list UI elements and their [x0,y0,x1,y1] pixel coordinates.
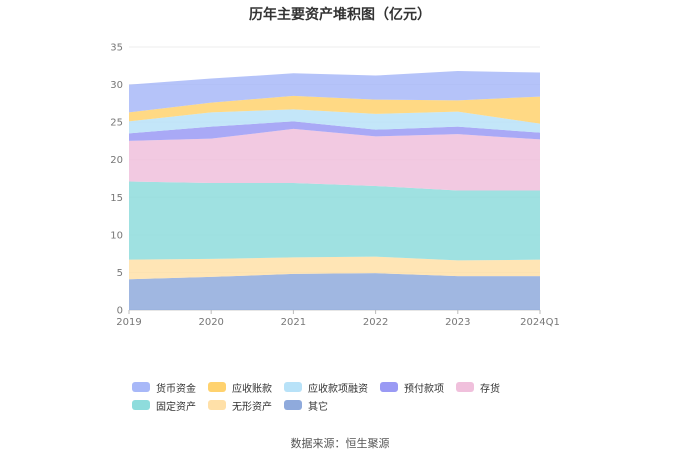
area-其它[interactable] [129,273,540,310]
legend-label: 存货 [480,383,500,395]
legend-swatch [132,382,150,392]
y-tick-label: 20 [110,155,123,166]
x-tick-label: 2024Q1 [520,317,560,328]
legend-item[interactable]: 固定资产 [132,396,196,414]
legend-swatch [284,400,302,410]
legend-label: 货币资金 [156,383,196,395]
area-应收款项融资[interactable] [129,109,540,134]
legend-label: 应收款项融资 [308,383,368,395]
area-预付款项[interactable] [129,121,540,141]
legend-swatch [208,382,226,392]
area-存货[interactable] [129,128,540,191]
legend-items: 货币资金 应收账款 应收款项融资 预付款项 存货固定资产 无形资产 其它 [132,378,572,414]
legend-swatch [284,382,302,392]
legend-label: 应收账款 [232,383,272,395]
legend-item[interactable]: 其它 [284,396,328,414]
legend-item[interactable]: 货币资金 [132,378,196,396]
legend-item[interactable]: 应收款项融资 [284,378,368,396]
chart-title: 历年主要资产堆积图（亿元） [249,7,431,23]
axes: 0 5 10 15 20 25 30 35 2019 2020 2021 2022 2023 2024Q1 [110,43,560,329]
legend-label: 无形资产 [232,401,272,413]
legend-swatch [132,400,150,410]
legend-swatch [380,382,398,392]
legend-label: 固定资产 [156,401,196,413]
legend-label: 其它 [308,401,328,413]
legend-swatch [208,400,226,410]
legend-item[interactable]: 存货 [456,378,500,396]
area-无形资产[interactable] [129,256,540,280]
area-货币资金[interactable] [129,71,540,113]
legend-item[interactable]: 应收账款 [208,378,272,396]
x-tick-label: 2020 [198,317,223,328]
x-tick-label: 2023 [445,317,470,328]
x-tick-label: 2019 [116,317,141,328]
y-tick-label: 0 [117,306,123,317]
data-source: 数据来源：恒生聚源 [290,437,390,450]
legend: 货币资金 应收账款 应收款项融资 预付款项 存货固定资产 无形资产 其它 [132,378,572,414]
legend-swatch [456,382,474,392]
area-series [129,71,540,310]
area-固定资产[interactable] [129,181,540,261]
y-tick-label: 5 [117,268,123,279]
area-应收账款[interactable] [129,95,540,124]
legend-item[interactable]: 无形资产 [208,396,272,414]
x-tick-label: 2021 [281,317,306,328]
y-tick-label: 30 [110,80,123,91]
y-tick-label: 25 [110,118,123,129]
x-tick-label: 2022 [363,317,388,328]
y-tick-label: 35 [110,43,123,54]
legend-label: 预付款项 [404,383,444,395]
y-tick-label: 10 [110,230,123,241]
y-tick-label: 15 [110,193,123,204]
legend-item[interactable]: 预付款项 [380,378,444,396]
